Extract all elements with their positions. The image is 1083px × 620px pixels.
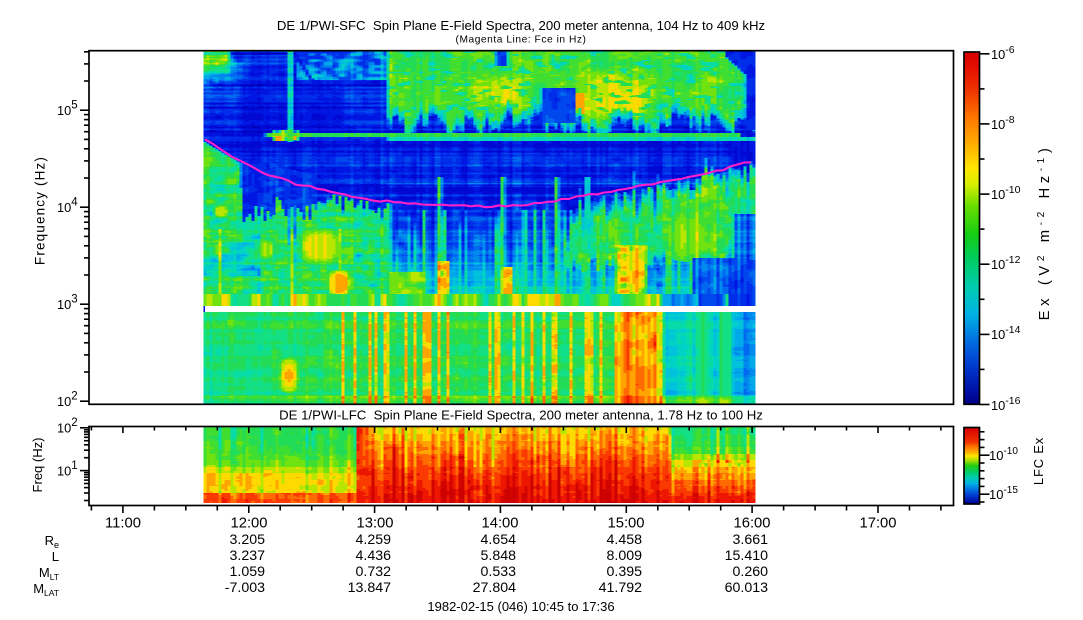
svg-text:13:00: 13:00 — [356, 516, 393, 532]
svg-text:12:00: 12:00 — [230, 516, 267, 532]
svg-text:13.847: 13.847 — [348, 580, 392, 596]
svg-text:LFC Ex: LFC Ex — [1031, 437, 1046, 485]
svg-text:27.804: 27.804 — [473, 580, 517, 596]
svg-text:0.732: 0.732 — [355, 564, 391, 580]
svg-text:1.059: 1.059 — [229, 564, 265, 580]
svg-text:0.260: 0.260 — [732, 564, 768, 580]
svg-text:DE 1/PWI-SFC Spin Plane E-Fie: DE 1/PWI-SFC Spin Plane E-Field Spectra,… — [277, 18, 765, 33]
svg-text:4.654: 4.654 — [480, 532, 516, 548]
svg-text:16:00: 16:00 — [733, 516, 770, 532]
svg-text:5.848: 5.848 — [480, 548, 516, 564]
svg-text:11:00: 11:00 — [105, 516, 141, 532]
svg-text:15:00: 15:00 — [607, 516, 644, 532]
svg-text:14:00: 14:00 — [481, 516, 518, 532]
svg-text:Frequency (Hz): Frequency (Hz) — [33, 156, 48, 265]
svg-text:0.395: 0.395 — [606, 564, 642, 580]
svg-text:DE 1/PWI-LFC Spin Plane E-Fie: DE 1/PWI-LFC Spin Plane E-Field Spectra,… — [279, 408, 763, 423]
svg-text:4.458: 4.458 — [606, 532, 642, 548]
svg-text:0.533: 0.533 — [480, 564, 516, 580]
svg-text:3.661: 3.661 — [732, 532, 768, 548]
svg-text:Freq (Hz): Freq (Hz) — [30, 438, 45, 493]
svg-text:3.205: 3.205 — [229, 532, 265, 548]
svg-text:4.436: 4.436 — [355, 548, 391, 564]
svg-text:41.792: 41.792 — [599, 580, 643, 596]
svg-text:L: L — [52, 549, 59, 564]
svg-text:4.259: 4.259 — [355, 532, 391, 548]
svg-text:15.410: 15.410 — [725, 548, 769, 564]
svg-text:Ex (V2 m-2 Hz-1): Ex (V2 m-2 Hz-1) — [1036, 144, 1053, 321]
svg-text:60.013: 60.013 — [725, 580, 769, 596]
svg-text:8.009: 8.009 — [606, 548, 642, 564]
svg-text:17:00: 17:00 — [859, 516, 896, 532]
svg-text:3.237: 3.237 — [229, 548, 265, 564]
svg-text:1982-02-15 (046) 10:45 to 17:3: 1982-02-15 (046) 10:45 to 17:36 — [427, 599, 614, 614]
svg-text:-7.003: -7.003 — [225, 580, 265, 596]
svg-text:(Magenta Line: Fce in Hz): (Magenta Line: Fce in Hz) — [456, 35, 587, 46]
